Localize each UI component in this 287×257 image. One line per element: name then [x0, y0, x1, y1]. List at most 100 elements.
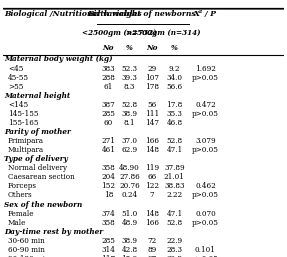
Text: Birth weight of newborns: Birth weight of newborns: [87, 10, 196, 18]
Text: 8.1: 8.1: [124, 119, 135, 127]
Text: p>0.05: p>0.05: [192, 74, 219, 81]
Text: 90-120 min: 90-120 min: [8, 255, 50, 257]
Text: 204: 204: [101, 173, 115, 181]
Text: 89: 89: [147, 246, 157, 254]
Text: >2500gm (n=314): >2500gm (n=314): [126, 29, 200, 37]
Text: 38.9: 38.9: [121, 237, 137, 245]
Text: Female: Female: [8, 210, 34, 218]
Text: Sex of the newborn: Sex of the newborn: [4, 200, 82, 208]
Text: 145-155: 145-155: [8, 110, 38, 118]
Text: p>0.05: p>0.05: [192, 255, 219, 257]
Text: <45: <45: [8, 65, 23, 72]
Text: 1.692: 1.692: [195, 65, 216, 72]
Text: Others: Others: [8, 191, 32, 199]
Text: 72: 72: [147, 237, 157, 245]
Text: 37.0: 37.0: [121, 137, 137, 145]
Text: 111: 111: [145, 110, 159, 118]
Text: 38.83: 38.83: [164, 182, 185, 190]
Text: 48.9: 48.9: [121, 219, 137, 227]
Text: 148: 148: [145, 210, 159, 218]
Text: 374: 374: [102, 210, 115, 218]
Text: 7: 7: [150, 191, 154, 199]
Text: Forceps: Forceps: [8, 182, 37, 190]
Text: 152: 152: [101, 182, 115, 190]
Text: X² / P: X² / P: [194, 10, 217, 18]
Text: Normal delivery: Normal delivery: [8, 164, 67, 172]
Text: %: %: [126, 44, 133, 52]
Text: Male: Male: [8, 219, 26, 227]
Text: Day-time rest by mother: Day-time rest by mother: [4, 228, 103, 236]
Text: No: No: [146, 44, 158, 52]
Text: 52.8: 52.8: [166, 137, 183, 145]
Text: 0.101: 0.101: [195, 246, 216, 254]
Text: %: %: [171, 44, 178, 52]
Text: 383: 383: [102, 65, 115, 72]
Text: Maternal height: Maternal height: [4, 92, 70, 100]
Text: 3.079: 3.079: [195, 137, 216, 145]
Text: 178: 178: [145, 83, 159, 91]
Text: 61: 61: [104, 83, 113, 91]
Text: 47.1: 47.1: [166, 210, 183, 218]
Text: 9.2: 9.2: [169, 65, 180, 72]
Text: 17.8: 17.8: [166, 101, 183, 109]
Text: 48.90: 48.90: [119, 164, 140, 172]
Text: 45-55: 45-55: [8, 74, 29, 81]
Text: 117: 117: [101, 255, 115, 257]
Text: 21.01: 21.01: [164, 173, 185, 181]
Text: 35.3: 35.3: [166, 110, 182, 118]
Text: 30.8: 30.8: [166, 255, 183, 257]
Text: 38.9: 38.9: [121, 110, 137, 118]
Text: 314: 314: [101, 246, 115, 254]
Text: 56.6: 56.6: [166, 83, 183, 91]
Text: 155-165: 155-165: [8, 119, 38, 127]
Text: Maternal body weight (kg): Maternal body weight (kg): [4, 56, 112, 63]
Text: 358: 358: [102, 164, 115, 172]
Text: 51.0: 51.0: [121, 210, 137, 218]
Text: 107: 107: [145, 74, 159, 81]
Text: <2500gm (n=732): <2500gm (n=732): [82, 29, 156, 37]
Text: 15.9: 15.9: [121, 255, 137, 257]
Text: 29: 29: [147, 65, 157, 72]
Text: 60: 60: [104, 119, 113, 127]
Text: 34.0: 34.0: [166, 74, 183, 81]
Text: 0.462: 0.462: [195, 182, 216, 190]
Text: p>0.05: p>0.05: [192, 110, 219, 118]
Text: No: No: [102, 44, 114, 52]
Text: 30-60 min: 30-60 min: [8, 237, 45, 245]
Text: 288: 288: [101, 74, 115, 81]
Text: p>0.05: p>0.05: [192, 146, 219, 154]
Text: 52.8: 52.8: [166, 219, 183, 227]
Text: 461: 461: [101, 146, 115, 154]
Text: 20.76: 20.76: [119, 182, 140, 190]
Text: 22.9: 22.9: [166, 237, 183, 245]
Text: Type of delivery: Type of delivery: [4, 155, 68, 163]
Text: 27.86: 27.86: [119, 173, 140, 181]
Text: 2.22: 2.22: [166, 191, 183, 199]
Text: 46.8: 46.8: [166, 119, 183, 127]
Text: 56: 56: [147, 101, 157, 109]
Text: 18: 18: [104, 191, 113, 199]
Text: 122: 122: [145, 182, 159, 190]
Text: 0.070: 0.070: [195, 210, 216, 218]
Text: 285: 285: [101, 237, 115, 245]
Text: 39.3: 39.3: [121, 74, 137, 81]
Text: 148: 148: [145, 146, 159, 154]
Text: 147: 147: [145, 119, 159, 127]
Text: 0.472: 0.472: [195, 101, 216, 109]
Text: 271: 271: [101, 137, 115, 145]
Text: 60-90 min: 60-90 min: [8, 246, 45, 254]
Text: 97: 97: [147, 255, 157, 257]
Text: p>0.05: p>0.05: [192, 219, 219, 227]
Text: 66: 66: [147, 173, 157, 181]
Text: 119: 119: [145, 164, 159, 172]
Text: <145: <145: [8, 101, 28, 109]
Text: Primipara: Primipara: [8, 137, 44, 145]
Text: 166: 166: [145, 219, 159, 227]
Text: 52.3: 52.3: [121, 65, 137, 72]
Text: Caesarean section: Caesarean section: [8, 173, 75, 181]
Text: 0.24: 0.24: [121, 191, 137, 199]
Text: 8.3: 8.3: [124, 83, 135, 91]
Text: >55: >55: [8, 83, 23, 91]
Text: 358: 358: [102, 219, 115, 227]
Text: 37.89: 37.89: [164, 164, 185, 172]
